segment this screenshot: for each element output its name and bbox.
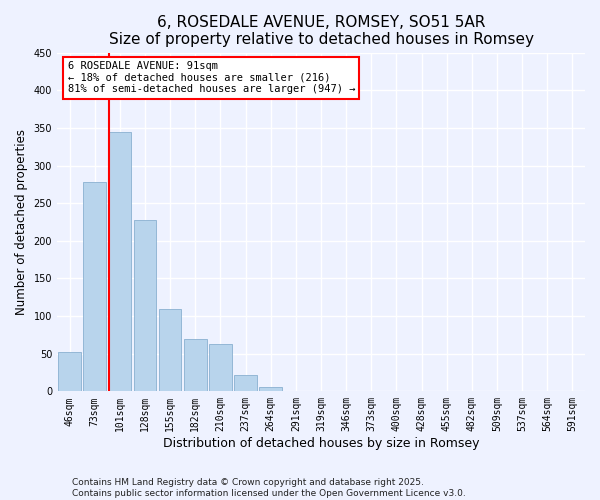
- Bar: [83, 182, 106, 392]
- Title: 6, ROSEDALE AVENUE, ROMSEY, SO51 5AR
Size of property relative to detached house: 6, ROSEDALE AVENUE, ROMSEY, SO51 5AR Siz…: [109, 15, 533, 48]
- Bar: [109, 132, 131, 392]
- Bar: [184, 338, 206, 392]
- X-axis label: Distribution of detached houses by size in Romsey: Distribution of detached houses by size …: [163, 437, 479, 450]
- Bar: [561, 390, 584, 392]
- Text: 6 ROSEDALE AVENUE: 91sqm
← 18% of detached houses are smaller (216)
81% of semi-: 6 ROSEDALE AVENUE: 91sqm ← 18% of detach…: [68, 61, 355, 94]
- Bar: [234, 375, 257, 392]
- Bar: [159, 308, 181, 392]
- Bar: [259, 387, 282, 392]
- Bar: [134, 220, 157, 392]
- Y-axis label: Number of detached properties: Number of detached properties: [15, 129, 28, 315]
- Bar: [58, 352, 81, 392]
- Bar: [209, 344, 232, 392]
- Text: Contains HM Land Registry data © Crown copyright and database right 2025.
Contai: Contains HM Land Registry data © Crown c…: [72, 478, 466, 498]
